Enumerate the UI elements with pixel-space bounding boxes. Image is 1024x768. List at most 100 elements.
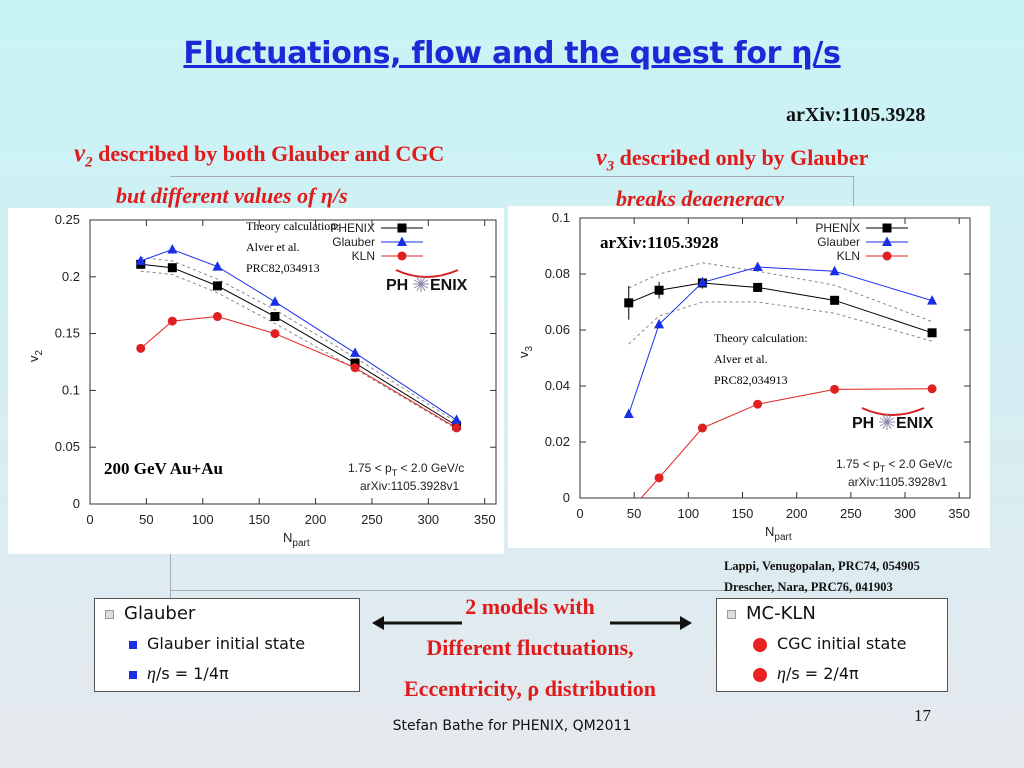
- x-tick-label: 150: [732, 506, 754, 521]
- phenix-logo-star: [886, 417, 895, 423]
- mc-kln-box: MC-KLN CGC initial state η/s = 2/4π: [716, 598, 948, 692]
- legend-marker: [882, 251, 892, 261]
- legend-label: KLN: [837, 249, 860, 263]
- data-point-phenix: [270, 312, 280, 322]
- x-tick-label: 250: [840, 506, 862, 521]
- v-symbol: v: [74, 140, 86, 167]
- data-point-glauber: [269, 296, 280, 306]
- data-point-glauber: [167, 244, 178, 254]
- series-group: [135, 244, 462, 433]
- mc-kln-item-text: CGC initial state: [777, 634, 907, 653]
- data-point-phenix: [654, 285, 664, 295]
- phenix-logo-star: [886, 414, 892, 423]
- center-line: 2 models with: [465, 594, 595, 619]
- bullet-square-icon: [129, 640, 137, 649]
- legend-marker: [397, 251, 407, 261]
- data-point-kln: [654, 473, 664, 483]
- data-point-kln: [697, 423, 707, 433]
- legend-label: PHENIX: [815, 221, 860, 235]
- data-point-glauber: [212, 261, 223, 271]
- glauber-item: Glauber initial state: [129, 634, 305, 653]
- series-line-glauber: [140, 249, 457, 421]
- pt-range-annotation: 1.75 < pT < 2.0 GeV/c: [348, 461, 464, 478]
- y-tick-label: 0.06: [545, 322, 570, 337]
- phenix-logo-star: [879, 417, 888, 423]
- data-point-kln: [927, 384, 937, 394]
- uncertainty-band-upper: [140, 256, 457, 423]
- y-axis-label: v3: [516, 346, 535, 359]
- x-tick-label: 0: [576, 506, 583, 521]
- theory-annotation: PRC82,034913: [714, 373, 788, 387]
- phenix-logo-star: [886, 421, 892, 430]
- data-point-phenix: [212, 281, 222, 291]
- glauber-item: η/s = 1/4π: [129, 663, 229, 684]
- arxiv-label: arXiv:1105.3928: [600, 233, 719, 252]
- red-circle-icon: [753, 667, 767, 682]
- phenix-logo-arc: [395, 269, 459, 278]
- x-tick-label: 50: [139, 512, 153, 527]
- v3-chart-panel: 0 50 100 150 200 250 300 350 0 0.02 0.04 0.06 0.08 0.…: [508, 206, 990, 548]
- data-point-glauber: [623, 408, 634, 418]
- bullet-icon: [105, 609, 114, 619]
- data-point-kln: [452, 423, 462, 433]
- footer-credit: Stefan Bathe for PHENIX, QM2011: [392, 718, 632, 734]
- y-tick-label: 0.2: [62, 269, 80, 284]
- v-symbol: v: [596, 145, 607, 171]
- bullet-icon: [727, 609, 736, 619]
- connector-line: [853, 176, 854, 206]
- pt-range-rest: < 2.0 GeV/c: [885, 457, 952, 471]
- v2-chart: 0 50 100 150 200 250 300 350 0 0.05 0.1 0.15 0.2 0.25…: [26, 212, 497, 549]
- phenix-logo-text-right: ENIX: [430, 277, 468, 294]
- references: Lappi, Venugopalan, PRC74, 054905 Dresch…: [724, 556, 920, 598]
- right-heading: v3 described only by Glauber: [596, 145, 868, 175]
- legend-marker: [397, 236, 407, 246]
- mc-kln-header-text: MC-KLN: [746, 603, 816, 624]
- eta-symbol: η: [777, 663, 786, 683]
- y-tick-label: 0.15: [55, 326, 80, 341]
- uncertainty-band-upper: [628, 262, 933, 323]
- theory-annotation: Theory calculation:: [714, 331, 808, 345]
- legend-marker: [882, 223, 892, 233]
- mc-kln-item: CGC initial state: [753, 634, 906, 653]
- left-heading-text: described by both Glauber and CGC: [92, 141, 445, 166]
- phenix-logo-star: [420, 283, 429, 289]
- data-point-phenix: [350, 358, 360, 368]
- phenix-logo-star: [413, 283, 422, 289]
- phenix-logo-star: [879, 421, 888, 427]
- phenix-logo-star: [420, 276, 426, 285]
- x-tick-label: 300: [417, 512, 439, 527]
- glauber-header: Glauber: [105, 603, 195, 624]
- y-axis-label: v2: [26, 350, 45, 363]
- y-tick-label: 0.04: [545, 378, 570, 393]
- x-tick-label: 250: [361, 512, 383, 527]
- slide-title: Fluctuations, flow and the quest for η/s: [183, 36, 841, 71]
- series-line-phenix: [140, 263, 457, 427]
- data-point-glauber: [654, 318, 665, 329]
- x-axis-label: Npart: [765, 524, 792, 543]
- glauber-header-text: Glauber: [124, 603, 196, 624]
- y-tick-label: 0.02: [545, 434, 570, 449]
- data-point-kln: [830, 384, 840, 394]
- plot-frame: [579, 217, 971, 499]
- y-tick-label: 0.1: [62, 382, 80, 397]
- data-point-glauber: [697, 276, 708, 287]
- uncertainty-band-lower: [628, 301, 933, 345]
- arxiv-annotation: arXiv:1105.3928v1: [360, 479, 460, 493]
- left-subheading: but different values of η/s: [116, 183, 348, 208]
- x-axis-label-sub: part: [292, 538, 309, 549]
- y-axis-label-sub: 2: [34, 350, 45, 356]
- phenix-logo-star: [420, 279, 429, 285]
- theory-annotation: Alver et al.: [246, 240, 300, 254]
- legend-marker: [882, 236, 892, 246]
- series-group: [623, 261, 938, 498]
- data-point-glauber: [350, 347, 361, 357]
- pt-range-rest: < 2.0 GeV/c: [397, 461, 464, 475]
- y-axis-label-sub: 3: [524, 346, 535, 352]
- legend-label: Glauber: [332, 235, 375, 249]
- x-tick-label: 100: [192, 512, 214, 527]
- energy-annotation: 200 GeV Au+Au: [104, 459, 223, 478]
- x-tick-label: 350: [474, 512, 496, 527]
- reference-line: Drescher, Nara, PRC76, 041903: [724, 580, 893, 594]
- mc-kln-item-text: /s = 2/4π: [785, 664, 859, 683]
- center-line: Different fluctuations,: [426, 635, 634, 660]
